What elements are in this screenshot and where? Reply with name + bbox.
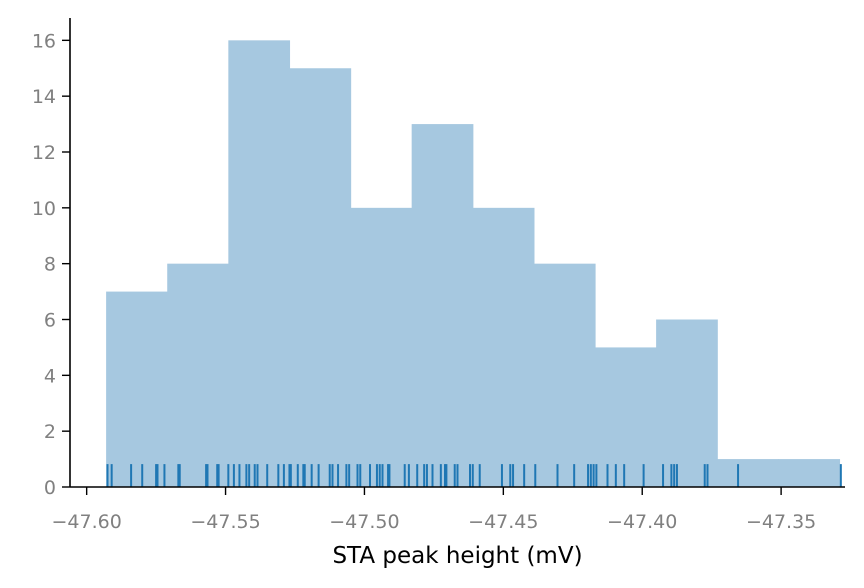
y-tick-label: 10 (32, 198, 56, 220)
x-tick-label: −47.40 (607, 511, 677, 533)
histogram-bar (656, 319, 718, 487)
histogram-bars (106, 40, 841, 488)
histogram-bar (350, 207, 413, 488)
y-tick-label: 2 (44, 421, 56, 443)
y-tick-label: 16 (32, 30, 56, 52)
histogram-bar (472, 207, 535, 488)
histogram-bar (167, 263, 229, 487)
y-tick-label: 0 (44, 477, 56, 499)
y-tick-label: 4 (44, 365, 56, 387)
histogram-bar (778, 459, 841, 487)
rug-marks (106, 464, 842, 487)
x-tick-label: −47.35 (746, 511, 816, 533)
axis-ticks: 0 2 4 6 8 10 12 14 16 −47.60 −47.55 −47.50 −47.45 −47… (32, 30, 816, 533)
x-axis-title: STA peak height (mV) (332, 543, 582, 569)
x-tick-label: −47.50 (329, 511, 399, 533)
histogram-bar (717, 459, 779, 487)
histogram-bar (289, 68, 352, 487)
x-tick-label: −47.60 (52, 511, 122, 533)
histogram-bar (106, 291, 168, 487)
histogram-bar (411, 124, 474, 487)
x-tick-label: −47.45 (468, 511, 538, 533)
histogram-bar (228, 40, 291, 487)
x-tick-label: −47.55 (190, 511, 260, 533)
histogram-bar (595, 347, 657, 487)
y-tick-label: 12 (32, 142, 56, 164)
y-tick-label: 6 (44, 310, 56, 332)
histogram-bar (533, 263, 596, 487)
y-tick-label: 14 (32, 86, 56, 108)
y-tick-label: 8 (44, 254, 56, 276)
